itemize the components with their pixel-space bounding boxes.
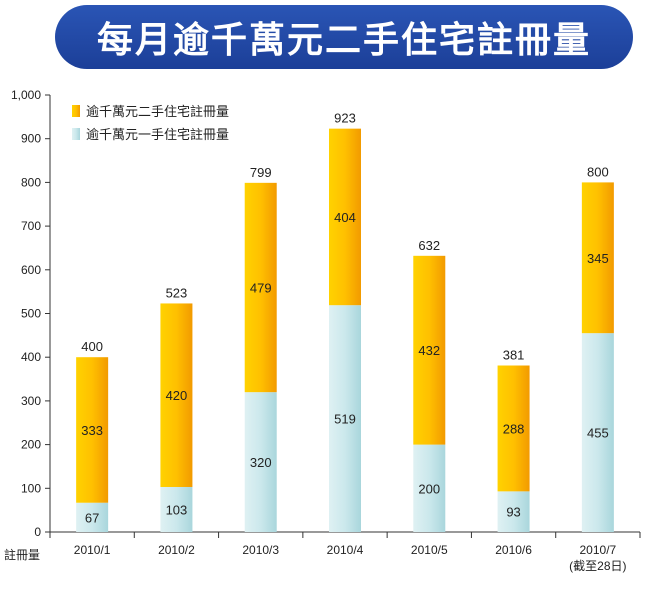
title-banner: 每月逾千萬元二手住宅註冊量 bbox=[55, 5, 633, 69]
x-tick-label: 2010/5 bbox=[411, 543, 448, 557]
bar-segment bbox=[329, 305, 361, 532]
x-tick-note: (截至28日) bbox=[569, 559, 626, 573]
segment-value-label: 200 bbox=[418, 481, 440, 496]
bar-segment bbox=[497, 365, 530, 492]
y-tick-label: 700 bbox=[21, 219, 41, 233]
bar-segment bbox=[76, 357, 109, 503]
bar-segment bbox=[244, 182, 277, 393]
segment-value-label: 103 bbox=[166, 502, 188, 517]
bar-segment bbox=[160, 486, 193, 532]
total-value-label: 923 bbox=[334, 111, 356, 126]
y-tick-label: 600 bbox=[21, 263, 41, 277]
segment-value-label: 67 bbox=[85, 510, 99, 525]
bar-segment bbox=[329, 128, 361, 306]
y-tick-label: 200 bbox=[21, 438, 41, 452]
y-tick-label: 300 bbox=[21, 394, 41, 408]
y-tick-label: 900 bbox=[21, 132, 41, 146]
x-tick-label: 2010/4 bbox=[327, 543, 364, 557]
bar-segment bbox=[160, 303, 193, 487]
segment-value-label: 420 bbox=[166, 388, 188, 403]
y-tick-label: 400 bbox=[21, 350, 41, 364]
total-value-label: 523 bbox=[166, 285, 188, 300]
segment-value-label: 320 bbox=[250, 455, 272, 470]
segment-value-label: 288 bbox=[503, 421, 525, 436]
y-tick-label: 100 bbox=[21, 481, 41, 495]
segment-value-label: 519 bbox=[334, 412, 356, 427]
bars: 67 333 400 103 420 523 320 479 799 519 404 923 200 43… bbox=[76, 111, 614, 532]
x-tick-label: 2010/6 bbox=[495, 543, 532, 557]
segment-value-label: 345 bbox=[587, 251, 609, 266]
y-tick-label: 800 bbox=[21, 175, 41, 189]
legend-swatch bbox=[72, 105, 80, 117]
segment-value-label: 432 bbox=[418, 343, 440, 358]
bar-segment bbox=[244, 392, 277, 532]
y-tick-label: 0 bbox=[34, 525, 41, 539]
x-tick-label: 2010/7 bbox=[580, 543, 617, 557]
bar-segment bbox=[76, 502, 109, 532]
axes: 0 100 200 300 400 500 600 700 800 900 1,000 2010/1 2… bbox=[4, 88, 641, 573]
y-tick-label: 1,000 bbox=[11, 88, 41, 102]
x-tick-label: 2010/2 bbox=[158, 543, 195, 557]
legend-label: 逾千萬元二手住宅註冊量 bbox=[86, 105, 229, 120]
chart-title: 每月逾千萬元二手住宅註冊量 bbox=[96, 20, 591, 61]
legend-swatch bbox=[72, 128, 80, 140]
segment-value-label: 333 bbox=[81, 423, 103, 438]
total-value-label: 799 bbox=[250, 165, 272, 180]
total-value-label: 400 bbox=[81, 339, 103, 354]
segment-value-label: 455 bbox=[587, 426, 609, 441]
bar-segment bbox=[497, 491, 530, 532]
y-tick-label: 500 bbox=[21, 307, 41, 321]
segment-value-label: 479 bbox=[250, 280, 272, 295]
legend-label: 逾千萬元一手住宅註冊量 bbox=[86, 128, 229, 143]
segment-value-label: 93 bbox=[506, 505, 520, 520]
x-tick-label: 2010/1 bbox=[74, 543, 111, 557]
y-axis-title: 註冊量 bbox=[4, 548, 40, 562]
total-value-label: 632 bbox=[418, 238, 440, 253]
bar-segment bbox=[581, 333, 614, 532]
x-tick-label: 2010/3 bbox=[242, 543, 279, 557]
bar-segment bbox=[581, 182, 614, 334]
total-value-label: 800 bbox=[587, 164, 609, 179]
segment-value-label: 404 bbox=[334, 210, 356, 225]
bar-segment bbox=[413, 255, 446, 445]
bar-segment bbox=[413, 444, 446, 532]
total-value-label: 381 bbox=[503, 348, 525, 363]
